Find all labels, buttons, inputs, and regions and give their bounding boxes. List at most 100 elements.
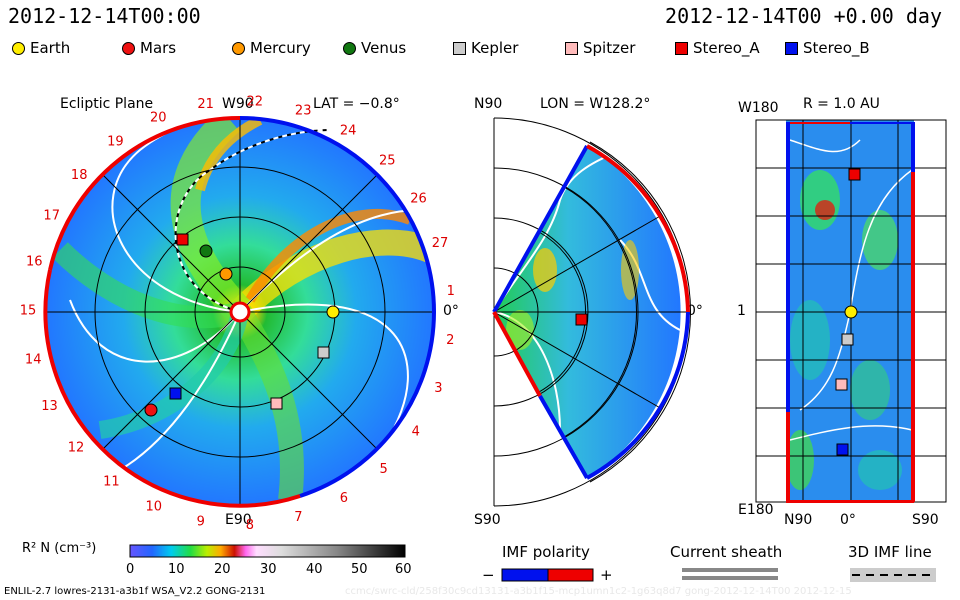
carrington-number: 9 bbox=[197, 514, 205, 529]
mercury-marker-icon bbox=[232, 41, 245, 55]
imf3d-bg bbox=[850, 568, 936, 582]
3d-imf-line-white bbox=[174, 129, 331, 313]
colorbar-label: R² N (cm⁻³) bbox=[22, 541, 97, 556]
legend-label: Spitzer bbox=[583, 39, 636, 57]
meridional-bottom-left: S90 bbox=[474, 512, 501, 528]
carrington-number: 3 bbox=[434, 381, 442, 396]
legend-item-mercury: Mercury bbox=[232, 38, 311, 58]
kepler-marker bbox=[317, 346, 330, 359]
colorbar-tick: 10 bbox=[168, 562, 185, 577]
meridional-lon-label: LON = W128.2° bbox=[540, 96, 651, 112]
carrington-number: 19 bbox=[107, 135, 124, 150]
colorbar-tick: 60 bbox=[395, 562, 412, 577]
carrington-number: 8 bbox=[246, 518, 254, 533]
earth-marker bbox=[326, 305, 340, 319]
ecliptic-bottom-label: E90 bbox=[225, 512, 252, 528]
carrington-number: 7 bbox=[294, 510, 302, 525]
imf-plus: + bbox=[600, 566, 613, 584]
carrington-number: 17 bbox=[43, 209, 60, 224]
imf-polarity-negative bbox=[501, 568, 549, 582]
footer-right: ccmc/swrc-cld/258f30c9cd13131-a3b1f15-mc… bbox=[345, 586, 852, 597]
kepler-marker-icon bbox=[453, 41, 466, 55]
legend-label: Mercury bbox=[250, 39, 311, 57]
legend-item-stereo-a: Stereo_A bbox=[675, 38, 760, 58]
imf3d-title: 3D IMF line bbox=[848, 543, 932, 561]
legend-item-mars: Mars bbox=[122, 38, 176, 58]
timestamp-right: 2012-12-14T00 +0.00 day bbox=[665, 4, 942, 28]
density-colorbar bbox=[129, 544, 406, 558]
mars-marker bbox=[144, 403, 158, 417]
density-spirals bbox=[52, 118, 434, 502]
latlon-kepler-marker bbox=[841, 333, 854, 346]
carrington-number: 15 bbox=[20, 304, 37, 319]
carrington-number: 27 bbox=[432, 236, 449, 251]
current-sheath-title: Current sheath bbox=[670, 543, 783, 561]
latlon-stereo-a-marker bbox=[848, 168, 861, 181]
legend-label: Earth bbox=[30, 39, 71, 57]
stereo-a-marker bbox=[176, 233, 189, 246]
ecliptic-right-label: 0° bbox=[443, 303, 459, 319]
legend-label: Venus bbox=[361, 39, 407, 57]
latlon-earth-marker bbox=[844, 305, 858, 319]
imf-polarity-positive bbox=[547, 568, 594, 582]
polarity-rim-blue-2 bbox=[299, 311, 436, 498]
stereo-b-marker-icon bbox=[785, 41, 798, 55]
current-sheath-line-1 bbox=[682, 568, 778, 572]
legend-label: Stereo_A bbox=[693, 39, 760, 57]
stereo-b-marker bbox=[169, 387, 182, 400]
latlon-bottom-zero: 0° bbox=[840, 512, 856, 528]
latlon-stereo-b-marker bbox=[836, 443, 849, 456]
polarity-rim-red bbox=[43, 269, 301, 508]
meridional-edge-top bbox=[492, 145, 589, 313]
legend-item-venus: Venus bbox=[343, 38, 406, 58]
carrington-number: 6 bbox=[340, 491, 348, 506]
carrington-number: 20 bbox=[150, 110, 167, 125]
carrington-number: 23 bbox=[295, 104, 312, 119]
venus-marker bbox=[199, 244, 213, 258]
carrington-number: 21 bbox=[197, 97, 214, 112]
spitzer-marker bbox=[270, 397, 283, 410]
colorbar-tick: 30 bbox=[260, 562, 277, 577]
imf-polarity-title: IMF polarity bbox=[502, 543, 590, 561]
sun-icon bbox=[229, 301, 251, 323]
mercury-marker bbox=[219, 267, 233, 281]
mars-marker-icon bbox=[122, 41, 135, 55]
carrington-number: 22 bbox=[247, 95, 264, 110]
legend-item-earth: Earth bbox=[12, 38, 70, 58]
carrington-number: 25 bbox=[379, 154, 396, 169]
legend-label: Mars bbox=[140, 39, 177, 57]
colorbar-tick: 40 bbox=[306, 562, 323, 577]
carrington-number: 10 bbox=[146, 500, 163, 515]
carrington-number: 14 bbox=[25, 353, 42, 368]
legend-item-kepler: Kepler bbox=[453, 38, 518, 58]
carrington-number: 1 bbox=[447, 284, 455, 299]
carrington-number: 18 bbox=[71, 168, 88, 183]
carrington-number: 5 bbox=[380, 462, 388, 477]
colorbar-tick: 50 bbox=[351, 562, 368, 577]
latlon-bottom-n: N90 bbox=[784, 512, 813, 528]
latlon-plot bbox=[755, 119, 947, 503]
latlon-r-label: R = 1.0 AU bbox=[803, 96, 880, 112]
spitzer-marker-icon bbox=[565, 41, 578, 55]
colorbar-tick: 0 bbox=[126, 562, 135, 577]
legend-item-stereo-b: Stereo_B bbox=[785, 38, 870, 58]
stereo-a-marker-icon bbox=[675, 41, 688, 55]
latlon-left-mid: 1 bbox=[737, 303, 746, 319]
ecliptic-top-label: W90 bbox=[222, 96, 254, 112]
polarity-rim-red-2 bbox=[48, 115, 241, 271]
carrington-number: 16 bbox=[26, 255, 43, 270]
latlon-spitzer-marker bbox=[835, 378, 848, 391]
carrington-number: 26 bbox=[410, 192, 427, 207]
footer-left: ENLIL-2.7 lowres-2131-a3b1f WSA_V2.2 GON… bbox=[4, 586, 266, 597]
imf-minus: − bbox=[482, 566, 495, 584]
meridional-top-left: N90 bbox=[474, 96, 503, 112]
meridional-grid bbox=[493, 141, 692, 483]
ecliptic-plot bbox=[43, 115, 436, 508]
ecliptic-lat-label: LAT = −0.8° bbox=[313, 96, 400, 112]
polarity-rim-blue bbox=[239, 116, 436, 313]
venus-marker-icon bbox=[343, 41, 356, 55]
meridional-stereo-a-marker bbox=[575, 313, 588, 326]
meridional-plot bbox=[492, 117, 692, 507]
